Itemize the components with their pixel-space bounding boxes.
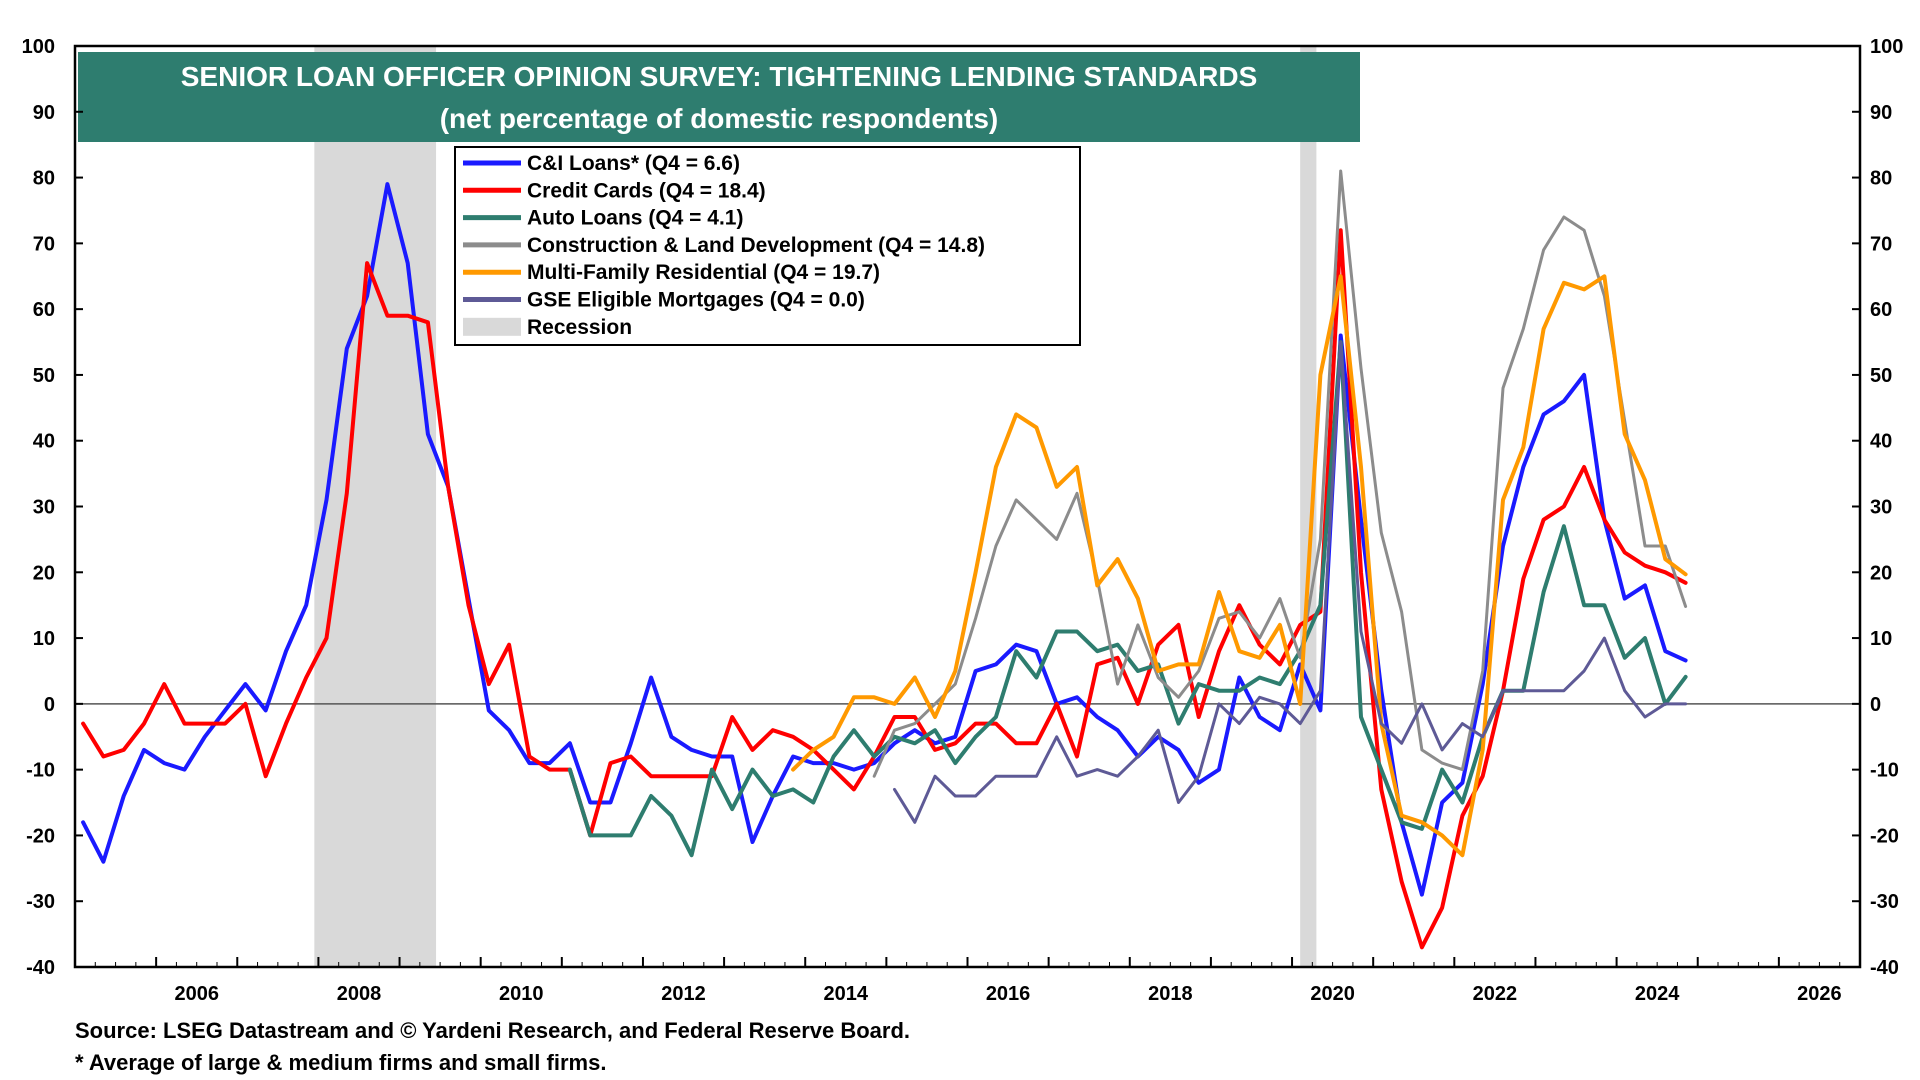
y-tick-label-left: 40 <box>33 431 55 453</box>
recession-bands <box>314 46 1317 967</box>
y-tick-label-left: 20 <box>33 562 55 584</box>
series-line-6 <box>893 340 1688 824</box>
y-tick-label-left: 70 <box>33 233 55 255</box>
x-tick-label: 2018 <box>1148 983 1193 1005</box>
y-tick-label-right: -40 <box>1870 957 1899 979</box>
y-tick-label-left: 50 <box>33 365 55 387</box>
x-tick-label: 2014 <box>824 983 869 1005</box>
y-tick-label-left: 60 <box>33 299 55 321</box>
y-tick-label-left: -40 <box>26 957 55 979</box>
series-line-4 <box>872 169 1688 778</box>
y-tick-label-right: 70 <box>1870 233 1892 255</box>
x-tick-label: 2022 <box>1473 983 1518 1005</box>
legend-box <box>454 146 1081 346</box>
x-tick-label: 2012 <box>661 983 706 1005</box>
x-tick-label: 2008 <box>337 983 382 1005</box>
recession-band-2 <box>1300 46 1317 967</box>
x-tick-label: 2020 <box>1310 983 1355 1005</box>
y-tick-label-right: 50 <box>1870 365 1892 387</box>
legend: C&I Loans* (Q4 = 6.6) Credit Cards (Q4 = … <box>454 146 1081 346</box>
y-tick-label-left: 10 <box>33 628 55 650</box>
chart-subtitle: (net percentage of domestic respondents) <box>440 103 999 134</box>
legend-label-recession: Recession <box>527 316 632 339</box>
y-tick-label-right: 30 <box>1870 497 1892 519</box>
y-tick-label-right: 20 <box>1870 562 1892 584</box>
y-tick-label-right: 0 <box>1870 694 1881 716</box>
legend-swatch-recession <box>463 317 521 336</box>
legend-label-5: Multi-Family Residential (Q4 = 19.7) <box>527 261 880 284</box>
chart-title: SENIOR LOAN OFFICER OPINION SURVEY: TIGH… <box>181 61 1258 92</box>
x-tick-label: 2026 <box>1797 983 1842 1005</box>
y-tick-label-right: 100 <box>1870 36 1903 58</box>
y-tick-label-right: 80 <box>1870 168 1892 190</box>
y-tick-label-left: 100 <box>22 36 55 58</box>
recession-band-1 <box>314 46 437 967</box>
title-background <box>78 52 1360 142</box>
y-tick-label-left: 30 <box>33 497 55 519</box>
legend-label-1: C&I Loans* (Q4 = 6.6) <box>527 152 740 175</box>
y-tick-label-left: -20 <box>26 825 55 847</box>
title-box: SENIOR LOAN OFFICER OPINION SURVEY: TIGH… <box>78 52 1360 142</box>
y-tick-label-left: -10 <box>26 760 55 782</box>
x-tick-label: 2016 <box>986 983 1031 1005</box>
x-tick-label: 2006 <box>174 983 219 1005</box>
y-tick-label-right: -20 <box>1870 825 1899 847</box>
footnote: * Average of large & medium firms and sm… <box>75 1050 606 1075</box>
series-lines <box>81 169 1688 950</box>
legend-label-4: Construction & Land Development (Q4 = 14… <box>527 234 985 257</box>
y-tick-label-right: 60 <box>1870 299 1892 321</box>
x-tick-label: 2010 <box>499 983 544 1005</box>
series-line-5 <box>791 274 1688 858</box>
y-tick-label-left: -30 <box>26 891 55 913</box>
y-tick-label-left: 80 <box>33 168 55 190</box>
y-tick-label-right: 40 <box>1870 431 1892 453</box>
legend-label-6: GSE Eligible Mortgages (Q4 = 0.0) <box>527 289 865 312</box>
x-tick-label: 2024 <box>1635 983 1680 1005</box>
y-tick-label-right: 90 <box>1870 102 1892 124</box>
legend-label-2: Credit Cards (Q4 = 18.4) <box>527 179 766 202</box>
legend-label-3: Auto Loans (Q4 = 4.1) <box>527 207 743 230</box>
y-tick-label-right: -30 <box>1870 891 1899 913</box>
y-tick-label-right: -10 <box>1870 760 1899 782</box>
series-line-2 <box>81 228 1688 950</box>
y-tick-label-right: 10 <box>1870 628 1892 650</box>
source-note: Source: LSEG Datastream and © Yardeni Re… <box>75 1018 910 1043</box>
y-tick-label-left: 90 <box>33 102 55 124</box>
y-tick-label-left: 0 <box>44 694 55 716</box>
